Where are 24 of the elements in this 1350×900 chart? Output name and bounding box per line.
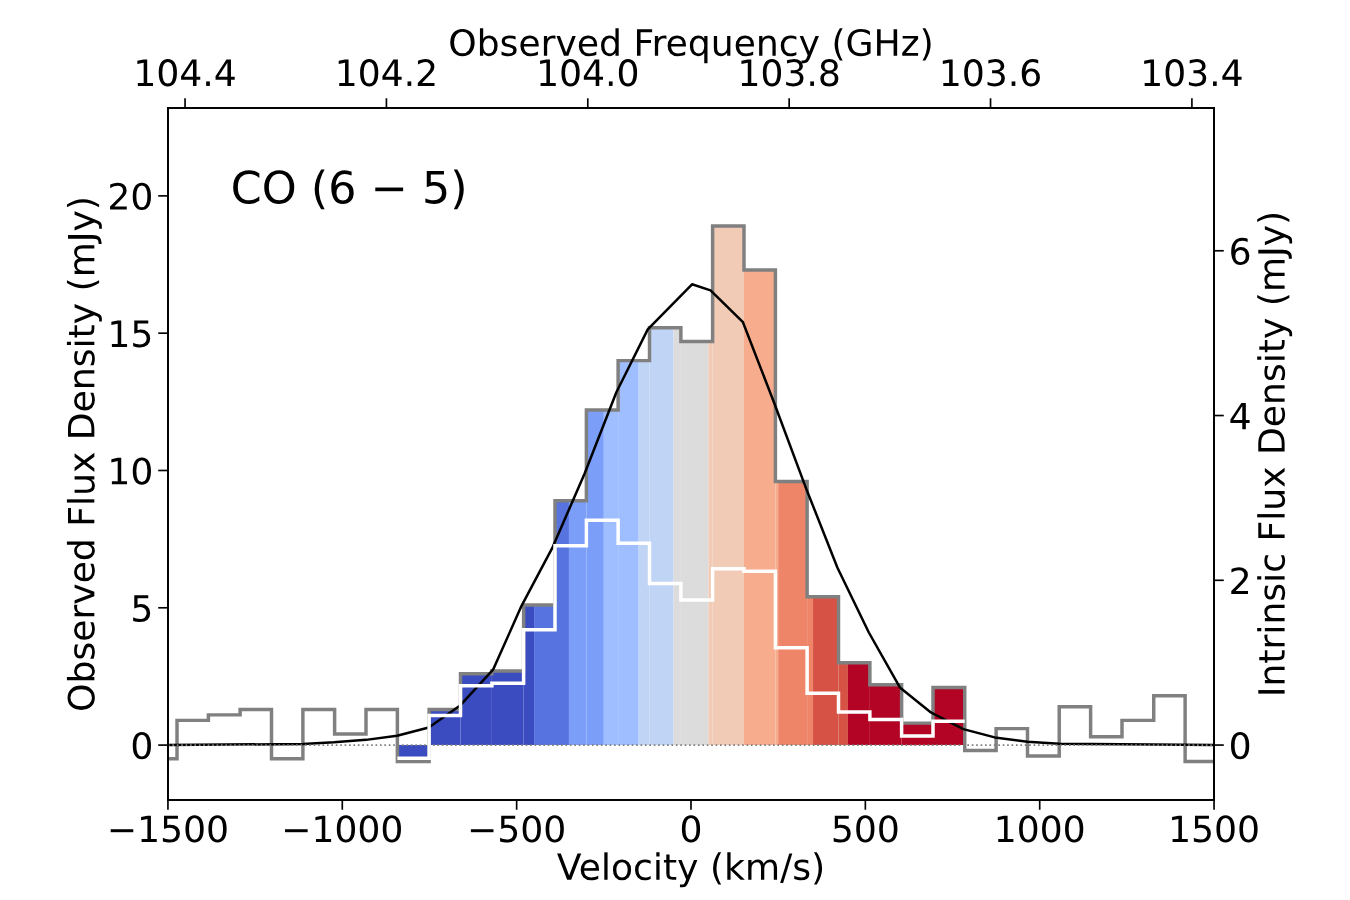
y-tick-label: 20 xyxy=(110,182,151,211)
x-tick-label: 1000 xyxy=(997,815,1084,843)
y2-tick-label: 0 xyxy=(1231,731,1250,760)
x-tick-label: −500 xyxy=(470,815,564,843)
y-tick-label: 10 xyxy=(111,457,151,485)
annotation: CO (6 − 5) xyxy=(233,169,464,210)
x-tick-label: −1000 xyxy=(285,815,401,843)
y2-tick-label: 2 xyxy=(1231,567,1248,595)
y2-tick-label: 6 xyxy=(1231,237,1250,265)
y-axis-title: Observed Flux Density (mJy) xyxy=(66,199,102,710)
y-tick-label: 0 xyxy=(132,732,151,760)
x-tick-label: −1500 xyxy=(110,815,227,843)
y2-axis-title: Intrinsic Flux Density (mJy) xyxy=(1257,213,1293,694)
x2-tick-label: 104.4 xyxy=(137,59,235,87)
y-tick-label: 5 xyxy=(133,595,151,623)
y-tick-label: 15 xyxy=(111,320,151,348)
x-tick-label: 0 xyxy=(681,815,701,843)
x2-tick-label: 103.4 xyxy=(1144,59,1242,87)
x-tick-label: 500 xyxy=(833,815,898,843)
y2-tick-label: 4 xyxy=(1230,402,1250,430)
x-tick-label: 1500 xyxy=(1172,815,1258,843)
x2-tick-label: 103.6 xyxy=(942,59,1040,87)
x2-tick-label: 104.2 xyxy=(338,59,435,87)
x-axis-title: Velocity (km/s) xyxy=(557,852,823,888)
